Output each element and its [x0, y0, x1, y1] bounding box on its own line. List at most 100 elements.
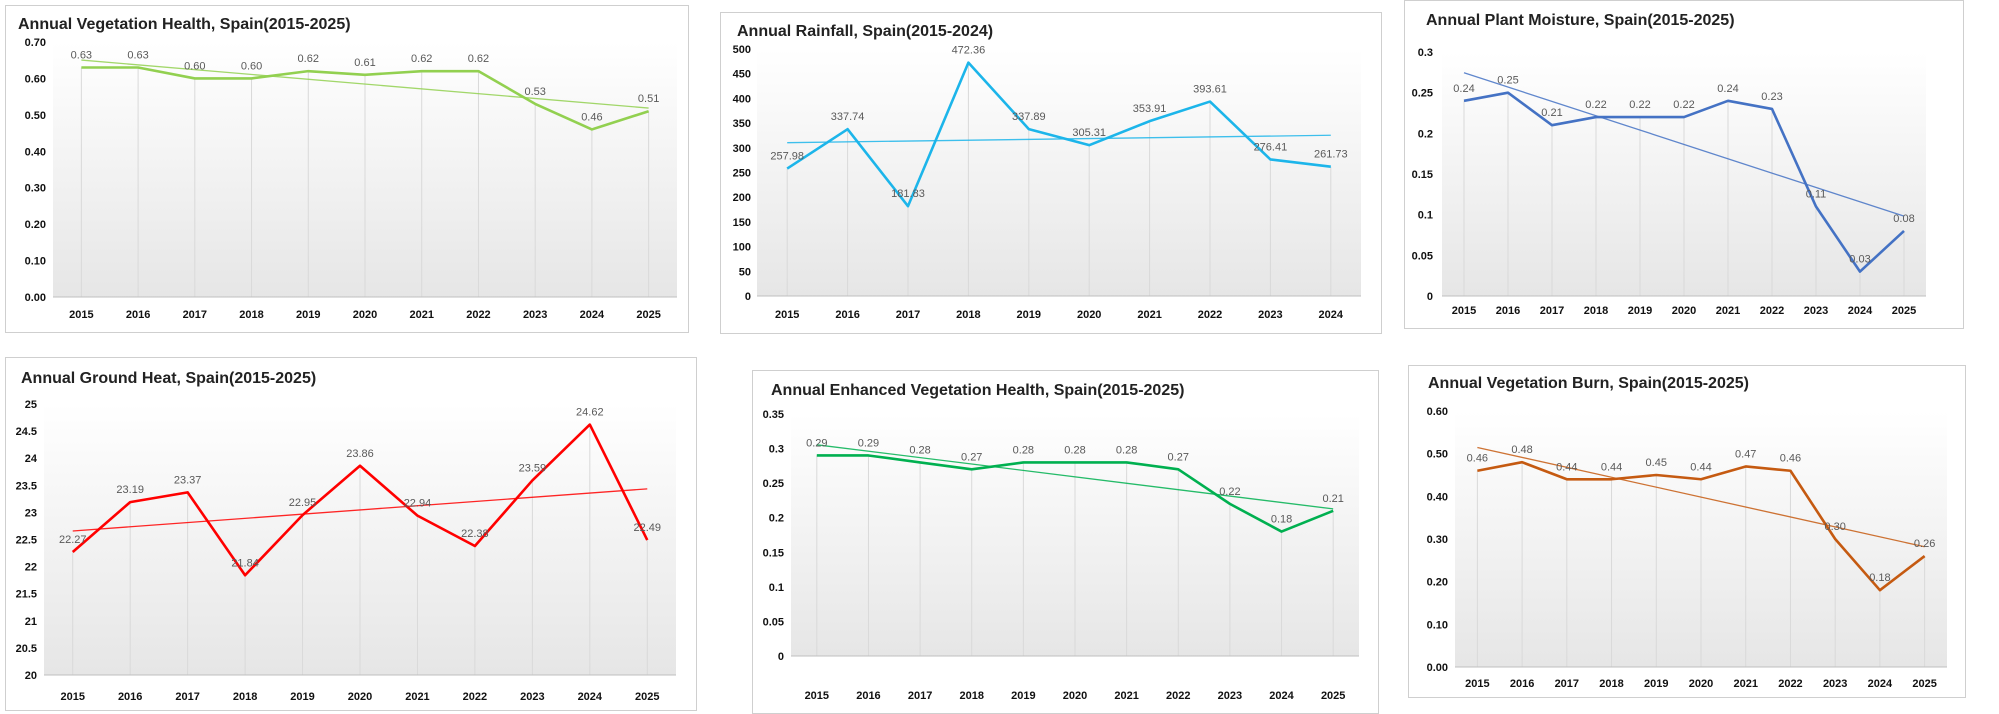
x-tick-label: 2021	[1114, 690, 1138, 702]
y-tick-label: 0.50	[25, 110, 46, 122]
y-tick-label: 0.2	[769, 513, 784, 525]
x-tick-label: 2015	[69, 309, 93, 321]
x-tick-label: 2023	[520, 691, 544, 703]
x-tick-label: 2022	[1166, 690, 1190, 702]
data-label: 0.62	[298, 53, 319, 65]
data-label: 0.28	[1064, 444, 1085, 456]
trendline	[787, 134, 1331, 144]
y-tick-label: 0.00	[1427, 662, 1448, 674]
data-label: 305.31	[1072, 127, 1106, 139]
data-label: 0.44	[1690, 461, 1711, 473]
data-label: 393.61	[1193, 84, 1227, 96]
data-label: 0.25	[1497, 75, 1518, 87]
y-tick-label: 0.3	[769, 444, 784, 456]
data-label: 0.61	[354, 57, 375, 69]
data-label: 0.24	[1717, 83, 1738, 95]
x-tick-label: 2015	[805, 690, 829, 702]
y-tick-label: 50	[739, 266, 751, 278]
chart-svg: Annual Plant Moisture, Spain(2015-2025) 0…	[1412, 12, 1926, 317]
data-label: 0.03	[1849, 254, 1870, 266]
y-tick-label: 500	[733, 44, 751, 56]
chart-ground-heat: Annual Ground Heat, Spain(2015-2025) 20 20…	[5, 357, 697, 711]
data-label: 24.62	[576, 407, 604, 419]
data-label: 0.28	[909, 444, 930, 456]
data-label: 0.21	[1541, 107, 1562, 119]
y-tick-label: 0.35	[763, 409, 784, 421]
data-label: 0.46	[581, 111, 602, 123]
x-tick-label: 2024	[1868, 678, 1893, 690]
y-tick-label: 0.00	[25, 292, 46, 304]
x-tick-label: 2024	[1269, 690, 1294, 702]
data-label: 0.26	[1914, 538, 1935, 550]
data-label: 261.73	[1314, 149, 1348, 161]
x-tick-label: 2023	[1804, 305, 1828, 317]
chart-vegetation-health: Annual Vegetation Health, Spain(2015-202…	[5, 5, 689, 333]
data-label: 23.86	[346, 448, 374, 460]
y-tick-label: 25	[25, 399, 37, 411]
x-tick-label: 2024	[580, 309, 605, 321]
x-tick-label: 2023	[1823, 678, 1847, 690]
chart-title: Annual Vegetation Health, Spain(2015-202…	[18, 16, 351, 33]
y-tick-label: 0.40	[25, 146, 46, 158]
x-tick-label: 2018	[959, 690, 983, 702]
chart-svg: Annual Vegetation Burn, Spain(2015-2025)…	[1427, 375, 1947, 690]
x-tick-label: 2015	[60, 691, 84, 703]
data-label: 0.53	[524, 86, 545, 98]
data-label: 22.38	[461, 528, 489, 540]
trendline	[81, 59, 649, 109]
data-label: 0.30	[1824, 521, 1845, 533]
x-tick-label: 2019	[1017, 309, 1041, 321]
x-tick-label: 2025	[1892, 305, 1916, 317]
data-label: 0.08	[1893, 213, 1914, 225]
x-tick-label: 2023	[523, 309, 547, 321]
data-label: 0.63	[127, 50, 148, 62]
y-tick-label: 0.10	[1427, 619, 1448, 631]
chart-title: Annual Enhanced Vegetation Health, Spain…	[771, 382, 1184, 399]
x-tick-label: 2016	[1510, 678, 1534, 690]
y-tick-label: 0.20	[25, 219, 46, 231]
chart-vegetation-burn: Annual Vegetation Burn, Spain(2015-2025)…	[1408, 365, 1966, 698]
data-label: 22.27	[59, 534, 87, 546]
x-tick-label: 2025	[1321, 690, 1345, 702]
chart-svg: Annual Vegetation Health, Spain(2015-202…	[18, 16, 677, 321]
x-tick-label: 2016	[1496, 305, 1520, 317]
y-tick-label: 450	[733, 69, 751, 81]
x-tick-label: 2023	[1258, 309, 1282, 321]
x-tick-label: 2018	[239, 309, 263, 321]
x-tick-label: 2019	[1011, 690, 1035, 702]
data-label: 0.60	[241, 60, 262, 72]
trendline	[816, 444, 1334, 510]
y-tick-label: 0	[778, 651, 784, 663]
x-tick-label: 2017	[1540, 305, 1564, 317]
y-tick-label: 0.20	[1427, 577, 1448, 589]
chart-title: Annual Vegetation Burn, Spain(2015-2025)	[1428, 375, 1749, 392]
data-label: 0.28	[1116, 444, 1137, 456]
data-label: 181.83	[891, 188, 925, 200]
x-tick-label: 2019	[1644, 678, 1668, 690]
data-label: 0.62	[411, 53, 432, 65]
data-label: 0.22	[1673, 99, 1694, 111]
series-line	[786, 61, 1331, 208]
data-label: 0.27	[1168, 451, 1189, 463]
data-label: 0.23	[1761, 91, 1782, 103]
x-tick-label: 2020	[1063, 690, 1087, 702]
y-tick-label: 200	[733, 192, 751, 204]
data-label: 0.44	[1556, 461, 1577, 473]
data-label: 0.60	[184, 60, 205, 72]
x-tick-label: 2023	[1218, 690, 1242, 702]
data-label: 23.59	[519, 462, 547, 474]
data-label: 0.18	[1869, 572, 1890, 584]
y-tick-label: 0.10	[25, 256, 46, 268]
x-tick-label: 2017	[896, 309, 920, 321]
x-tick-label: 2016	[835, 309, 859, 321]
x-tick-label: 2017	[183, 309, 207, 321]
y-tick-label: 20	[25, 670, 37, 682]
y-tick-label: 0.60	[1427, 406, 1448, 418]
y-tick-label: 22.5	[16, 535, 37, 547]
chart-enhanced-vegetation-health: Annual Enhanced Vegetation Health, Spain…	[752, 370, 1379, 714]
data-label: 0.44	[1601, 461, 1622, 473]
trendline	[1477, 446, 1925, 548]
x-tick-label: 2018	[233, 691, 257, 703]
y-tick-label: 0.30	[1427, 534, 1448, 546]
y-tick-label: 0.30	[25, 183, 46, 195]
